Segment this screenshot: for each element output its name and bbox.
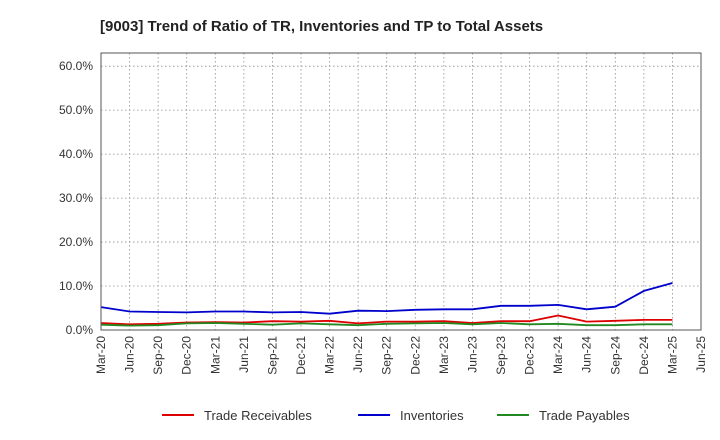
x-tick-label: Mar-24 [551, 336, 565, 374]
x-tick-label: Jun-24 [580, 336, 594, 373]
x-tick-label: Mar-22 [323, 336, 337, 374]
plot-frame [100, 52, 702, 331]
series-line-1 [100, 282, 673, 315]
chart-title: [9003] Trend of Ratio of TR, Inventories… [100, 18, 543, 35]
x-tick-label: Sep-21 [265, 336, 279, 375]
x-tick-label: Sep-20 [151, 336, 165, 375]
x-tick-label: Dec-23 [523, 336, 537, 375]
x-tick-label: Dec-21 [294, 336, 308, 375]
x-tick-label: Jun-21 [237, 336, 251, 373]
legend-label: Trade Receivables [204, 408, 312, 423]
series-layer [100, 282, 673, 327]
x-tick-label: Sep-23 [494, 336, 508, 375]
x-tick-label: Jun-22 [351, 336, 365, 373]
y-tick-label: 60.0% [59, 59, 93, 73]
x-tick-label: Jun-25 [694, 336, 708, 373]
grid-layer [100, 53, 702, 331]
x-tick-label: Mar-25 [665, 336, 679, 374]
legend: Trade Receivables Inventories Trade Payabl… [162, 408, 630, 423]
y-axis-ticks: 0.0% 10.0% 20.0% 30.0% 40.0% 50.0% 60.0% [59, 59, 93, 337]
x-tick-label: Mar-23 [437, 336, 451, 374]
x-tick-label: Mar-20 [94, 336, 108, 374]
x-tick-label: Dec-24 [637, 336, 651, 375]
legend-label: Trade Payables [539, 408, 630, 423]
x-tick-label: Mar-21 [208, 336, 222, 374]
series-line-2 [100, 322, 673, 327]
x-tick-label: Dec-20 [180, 336, 194, 375]
y-tick-label: 50.0% [59, 103, 93, 117]
y-tick-label: 0.0% [66, 323, 94, 337]
y-tick-label: 30.0% [59, 191, 93, 205]
x-axis-ticks: Mar-20 Jun-20 Sep-20 Dec-20 Mar-21 Jun-21 Sep-… [94, 336, 708, 375]
x-tick-label: Jun-23 [465, 336, 479, 373]
x-tick-label: Sep-24 [608, 336, 622, 375]
x-tick-label: Sep-22 [380, 336, 394, 375]
y-tick-label: 20.0% [59, 235, 93, 249]
x-tick-label: Jun-20 [123, 336, 137, 373]
y-tick-label: 10.0% [59, 279, 93, 293]
y-tick-label: 40.0% [59, 147, 93, 161]
legend-label: Inventories [400, 408, 464, 423]
x-tick-label: Dec-22 [408, 336, 422, 375]
